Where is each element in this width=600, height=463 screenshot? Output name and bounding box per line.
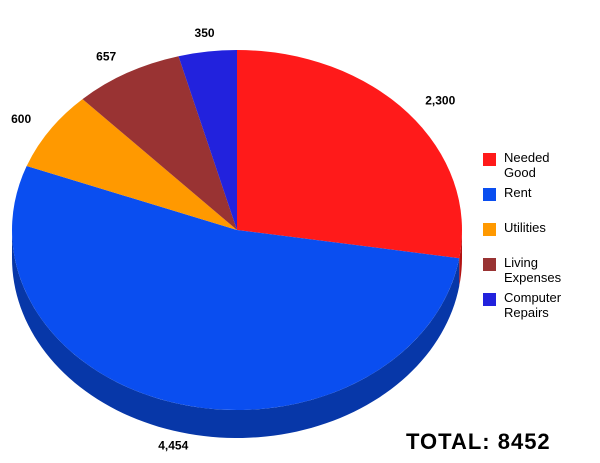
data-label: 657 [96,49,116,63]
legend-item: Computer Repairs [483,290,593,325]
legend-item: Utilities [483,220,593,255]
legend-item: Needed Good [483,150,593,185]
legend-swatch [483,293,496,306]
data-label: 350 [195,26,215,40]
slice [26,99,237,230]
slice [82,56,238,231]
legend-swatch [483,188,496,201]
legend-item: Living Expenses [483,255,593,290]
data-label: 4,454 [158,439,188,453]
legend-swatch [483,223,496,236]
legend-label: Computer Repairs [504,290,562,320]
legend-label: Utilities [504,220,546,235]
total-annotation: TOTAL: 8452 [406,429,551,454]
slice [12,166,460,410]
legend-label: Needed Good [504,150,550,180]
legend-swatch [483,153,496,166]
data-label: 2,300 [425,94,455,108]
legend-swatch [483,258,496,271]
data-label: 600 [11,112,31,126]
slice-side [12,230,460,438]
slice [237,50,462,259]
slice [178,50,237,230]
legend-label: Rent [504,185,532,200]
legend-item: Rent [483,185,593,220]
legend: Needed Good Rent Utilities Living Expenses C… [483,150,593,325]
legend-label: Living Expenses [504,255,562,285]
